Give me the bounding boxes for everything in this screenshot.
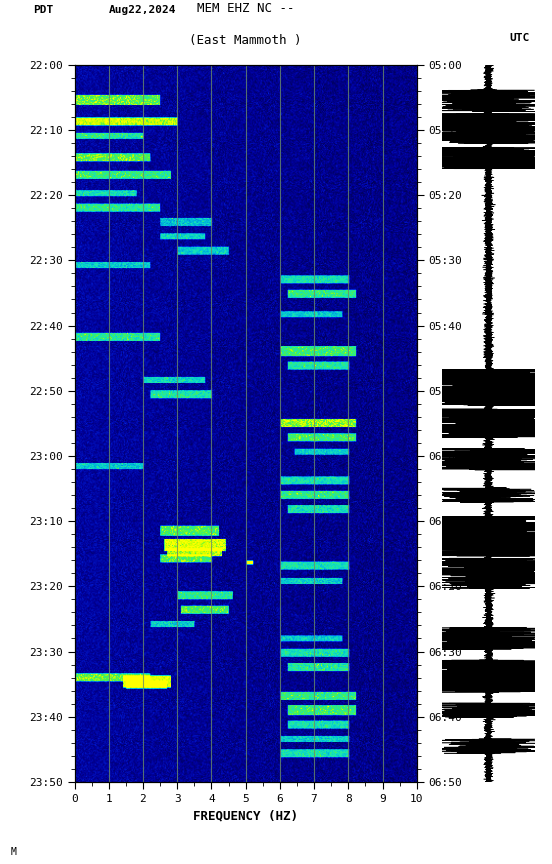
Text: UTC: UTC <box>509 33 530 43</box>
Text: M: M <box>11 848 17 857</box>
Text: PDT: PDT <box>34 4 54 15</box>
X-axis label: FREQUENCY (HZ): FREQUENCY (HZ) <box>193 810 298 823</box>
Text: Aug22,2024: Aug22,2024 <box>109 4 176 15</box>
Text: MEM EHZ NC --: MEM EHZ NC -- <box>197 2 294 15</box>
Text: (East Mammoth ): (East Mammoth ) <box>189 34 302 47</box>
